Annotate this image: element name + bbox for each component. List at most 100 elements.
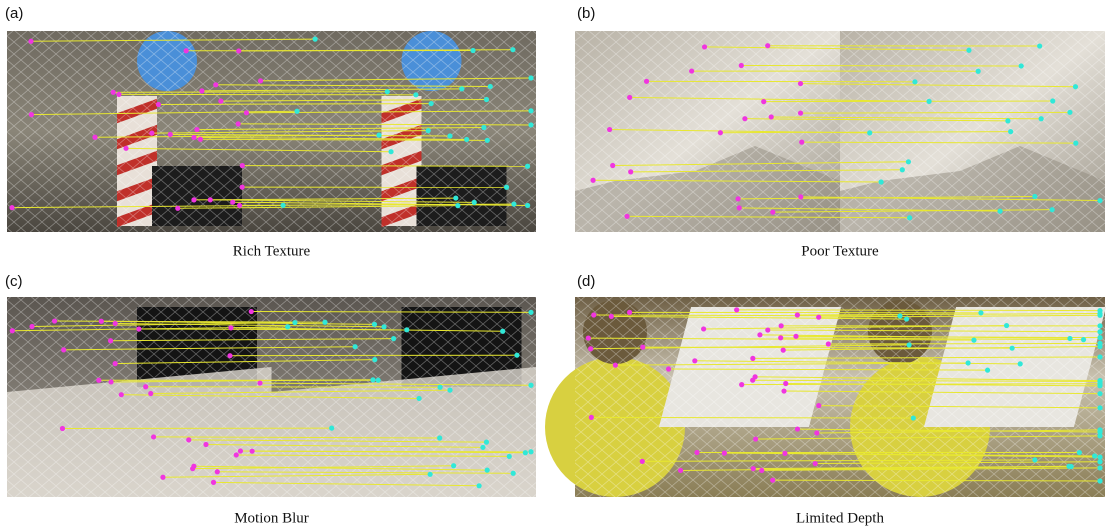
keypoint-right <box>984 367 991 373</box>
keypoint-right <box>1097 323 1103 329</box>
match-line <box>170 133 450 137</box>
match-line <box>815 461 1101 465</box>
match-line <box>201 88 462 92</box>
keypoint-left <box>191 134 197 141</box>
keypoint-left <box>149 130 155 136</box>
keypoint-left <box>814 430 820 436</box>
keypoint-left <box>591 312 597 318</box>
keypoint-right <box>514 352 520 358</box>
keypoint-left <box>585 335 591 341</box>
match-line <box>215 84 491 87</box>
match-line <box>755 435 1101 440</box>
keypoint-right <box>451 463 457 469</box>
keypoint-right <box>476 483 482 489</box>
keypoint-left <box>640 344 646 350</box>
keypoint-left <box>694 449 700 456</box>
match-line <box>767 329 1101 333</box>
keypoint-left <box>717 130 723 136</box>
keypoint-right <box>481 124 487 131</box>
match-line <box>752 379 1101 382</box>
keypoint-right <box>453 195 459 201</box>
match-line <box>31 110 298 116</box>
keypoint-left <box>752 374 758 380</box>
panel-caption: Motion Blur <box>234 510 309 526</box>
keypoint-right <box>1097 429 1103 435</box>
keypoint-left <box>191 463 197 469</box>
keypoint-left <box>148 390 154 397</box>
match-line <box>612 161 909 167</box>
keypoint-right <box>906 342 912 348</box>
match-line <box>259 382 532 386</box>
keypoint-left <box>665 366 672 372</box>
match-line <box>646 80 915 83</box>
match-line <box>797 313 1101 316</box>
keypoint-right <box>388 149 394 155</box>
match-line <box>783 390 1101 395</box>
match-line <box>236 454 510 457</box>
match-line <box>193 465 488 471</box>
keypoint-right <box>912 79 918 85</box>
texture-overlay <box>575 31 1105 232</box>
match-line <box>761 467 1101 471</box>
keypoint-right <box>500 328 506 334</box>
keypoint-right <box>897 313 903 319</box>
keypoint-right <box>413 92 419 98</box>
keypoint-left <box>610 162 616 169</box>
keypoint-right <box>1068 463 1074 470</box>
keypoint-left <box>118 392 124 398</box>
keypoint-left <box>757 332 763 338</box>
match-line <box>593 314 900 317</box>
keypoint-left <box>230 199 236 205</box>
keypoint-left <box>28 112 34 118</box>
keypoint-left <box>606 126 613 133</box>
keypoint-left <box>825 341 831 347</box>
match-line <box>741 383 1101 386</box>
panel: (b) Poor Texture <box>575 5 1105 259</box>
match-line <box>126 147 392 153</box>
keypoint-right <box>437 435 443 441</box>
keypoint-right <box>480 444 486 450</box>
match-line <box>755 376 1101 382</box>
match-line <box>230 327 503 332</box>
keypoint-right <box>867 130 873 136</box>
keypoint-left <box>186 437 192 443</box>
keypoint-right <box>428 100 434 107</box>
match-line <box>800 111 1070 114</box>
keypoint-left <box>207 197 213 203</box>
keypoint-right <box>1050 98 1056 104</box>
keypoint-right <box>1005 118 1011 124</box>
match-line <box>121 394 420 399</box>
keypoint-right <box>1067 335 1073 342</box>
keypoint-right <box>910 415 916 421</box>
keypoint-left <box>612 362 618 368</box>
keypoint-right <box>525 202 531 209</box>
keypoint-left <box>626 309 633 315</box>
keypoint-left <box>167 131 173 138</box>
match-line <box>260 77 532 82</box>
keypoint-left <box>608 313 614 319</box>
keypoint-right <box>1038 116 1044 122</box>
match-line <box>110 338 394 342</box>
keypoint-right <box>1097 478 1103 484</box>
keypoint-right <box>280 202 286 208</box>
keypoint-right <box>510 47 516 53</box>
keypoint-right <box>1097 335 1103 341</box>
match-line <box>744 118 1008 122</box>
match-line <box>188 439 487 443</box>
keypoint-left <box>243 110 250 116</box>
keypoint-right <box>878 179 884 185</box>
match-line <box>627 215 910 219</box>
match-line <box>238 49 513 52</box>
keypoint-right <box>1032 457 1038 463</box>
keypoint-right <box>528 108 534 114</box>
keypoint-left <box>812 460 818 467</box>
match-line <box>783 346 1101 351</box>
keypoint-left <box>28 38 34 44</box>
match-line <box>158 103 432 105</box>
keypoint-left <box>155 101 162 108</box>
keypoint-right <box>1008 129 1014 135</box>
keypoint-right <box>459 86 465 92</box>
match-line <box>720 131 1011 134</box>
keypoint-right <box>528 309 534 315</box>
